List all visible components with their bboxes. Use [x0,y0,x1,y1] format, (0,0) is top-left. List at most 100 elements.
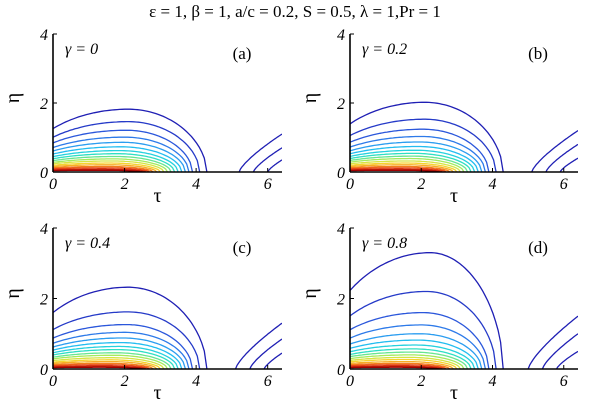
contour-line [53,165,154,172]
y-axis-label: η [2,288,24,298]
contour-line [53,153,176,172]
gamma-label: γ = 0.8 [362,235,407,252]
contour-line [53,158,169,172]
panel-label: (c) [233,238,252,257]
contour-line [350,141,483,172]
contour-line [541,333,578,369]
contour-line [350,167,447,172]
panel-label: (d) [528,238,548,257]
x-tick-label: 0 [346,176,354,193]
contour-line [53,362,154,369]
y-tick-label: 4 [40,221,48,238]
y-tick-label: 0 [40,362,48,379]
contour-line [350,348,472,369]
x-tick-label: 6 [264,176,272,193]
contour-line [53,354,169,369]
contour-line [53,162,161,172]
gamma-label: γ = 0 [65,41,98,58]
contour-line [350,128,490,172]
y-tick-label: 2 [40,292,48,309]
contour-line [350,101,504,172]
y-tick-label: 4 [40,27,48,44]
contour-line [350,290,497,369]
contour-line [350,145,479,172]
panel-b: 0 2 4 6 0 2 4 τ η γ = 0.2 (b) [299,27,578,207]
contour-line [350,152,472,172]
contour-line [53,323,194,369]
x-tick-label: 0 [49,176,57,193]
contour-line [350,160,461,172]
contour-lines [350,252,578,369]
y-axis-label: η [299,288,321,298]
y-tick-label: 0 [40,165,48,182]
x-tick-label: 6 [560,373,568,390]
contour-line [53,337,187,369]
contour-lines [53,108,282,172]
y-axis-label: η [299,93,321,103]
contour-line [527,315,578,369]
contour-line [252,147,282,172]
panel-label: (b) [528,44,548,63]
x-axis-label: τ [450,382,458,404]
contour-line [350,118,497,172]
contour-line [53,311,201,369]
contour-line [350,364,447,369]
x-axis-label: τ [153,185,161,207]
contour-line [53,155,172,172]
x-tick-label: 4 [489,373,497,390]
contour-line [53,352,172,369]
panel-a: 0 2 4 6 0 2 4 τ η γ = 0 (a) [2,27,282,207]
contour-line [350,252,504,369]
x-axis-label: τ [450,185,458,207]
contour-line [53,365,147,369]
x-axis-label: τ [153,382,161,404]
contour-line [350,344,476,369]
x-tick-label: 2 [121,176,129,193]
x-tick-label: 2 [417,176,425,193]
contour-line [53,169,143,172]
y-tick-label: 2 [337,96,345,113]
contour-line [350,358,458,369]
x-tick-label: 4 [192,176,200,193]
y-tick-label: 2 [40,96,48,113]
contour-line [53,129,194,172]
panel-c: 0 2 4 6 0 2 4 τ η γ = 0.4 (c) [2,221,282,404]
contour-line [53,341,183,369]
contour-line [53,108,208,172]
gamma-label: γ = 0.2 [362,41,407,58]
contour-line [350,339,479,369]
x-tick-label: 2 [417,373,425,390]
contour-line [53,160,165,172]
contour-line [556,350,578,369]
contour-line [53,364,150,369]
contour-line [53,164,158,172]
x-tick-label: 2 [121,373,129,390]
y-tick-label: 2 [337,292,345,309]
contour-line [53,345,179,369]
x-tick-label: 4 [192,373,200,390]
contour-line [545,143,578,172]
x-tick-label: 6 [264,373,272,390]
contour-line [53,348,176,369]
contour-line [53,357,165,369]
contour-line [350,135,487,172]
contour-line [350,165,451,172]
contour-line [350,155,469,172]
contour-line [350,149,476,172]
x-tick-label: 4 [489,176,497,193]
contour-line [53,136,190,172]
panel-label: (a) [233,44,252,63]
contour-line [559,157,578,172]
y-tick-label: 4 [337,27,345,44]
contour-line [53,149,179,172]
y-tick-label: 0 [337,362,345,379]
contour-line [350,356,461,369]
contour-line [53,141,187,172]
contour-line [350,360,454,369]
contour-line [350,157,465,172]
contour-line [350,311,490,369]
contour-line [350,168,443,172]
contour-line [53,120,201,172]
contour-line [263,352,282,369]
